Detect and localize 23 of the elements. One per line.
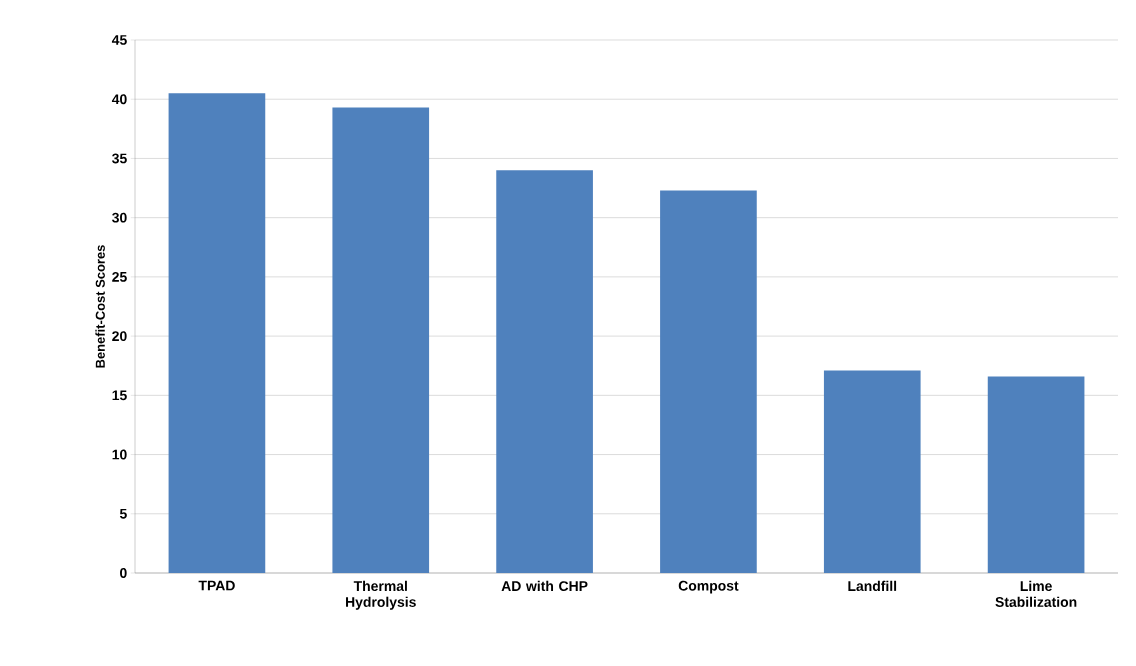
bar bbox=[332, 107, 430, 573]
bar bbox=[660, 190, 757, 573]
y-tick-label: 45 bbox=[111, 35, 127, 45]
y-tick-label: 10 bbox=[112, 449, 127, 460]
bar bbox=[496, 170, 593, 573]
bar bbox=[823, 370, 921, 573]
y-tick-label: 40 bbox=[111, 94, 127, 105]
x-tick-label: AD with CHP bbox=[501, 580, 588, 592]
x-tick-label: Landfill bbox=[848, 580, 897, 592]
bar bbox=[987, 376, 1085, 573]
y-tick-label: 5 bbox=[119, 508, 127, 519]
y-tick-label: 0 bbox=[120, 568, 127, 578]
x-tick-label: Thermal Hydrolysis bbox=[346, 580, 416, 610]
x-tick-label: Compost bbox=[678, 580, 739, 594]
y-tick-label: 30 bbox=[112, 212, 127, 223]
x-tick-label: TPAD bbox=[198, 580, 235, 591]
y-tick-label: 35 bbox=[112, 153, 127, 164]
bar bbox=[168, 93, 266, 573]
y-tick-label: 15 bbox=[112, 390, 127, 401]
y-tick-label: 25 bbox=[112, 271, 127, 282]
y-tick-label: 20 bbox=[112, 331, 127, 342]
y-axis-title: Benefit-Cost Scores bbox=[95, 245, 105, 368]
x-tick-label: Lime Stabilization bbox=[995, 580, 1077, 607]
